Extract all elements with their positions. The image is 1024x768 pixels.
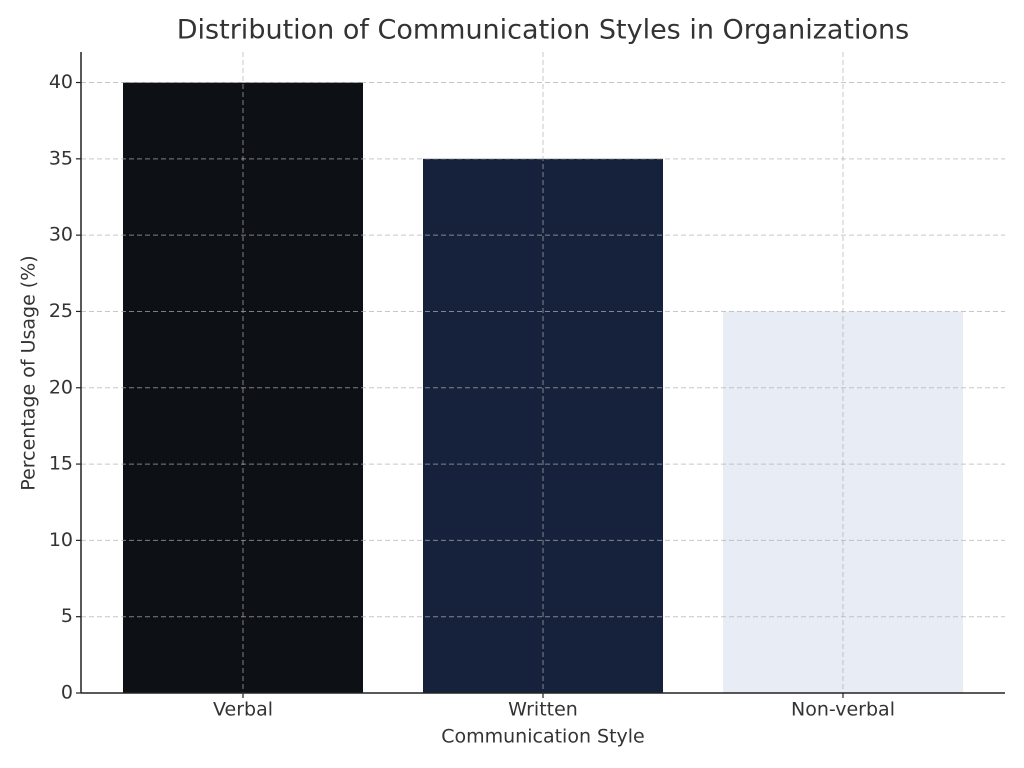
x-tick-label: Verbal bbox=[213, 699, 273, 721]
y-tick-label: 30 bbox=[49, 224, 73, 246]
y-tick-label: 25 bbox=[49, 300, 73, 322]
x-tick-label: Written bbox=[508, 699, 578, 721]
y-tick-label: 10 bbox=[49, 529, 73, 551]
y-tick-label: 40 bbox=[49, 71, 73, 93]
y-tick-label: 35 bbox=[49, 147, 73, 169]
y-axis-label: Percentage of Usage (%) bbox=[18, 255, 40, 490]
y-tick-label: 15 bbox=[49, 453, 73, 475]
y-tick-label: 0 bbox=[61, 682, 73, 704]
y-tick-label: 20 bbox=[49, 376, 73, 398]
y-tick-label: 5 bbox=[61, 605, 73, 627]
x-axis-label: Communication Style bbox=[441, 726, 645, 748]
x-tick-label: Non-verbal bbox=[791, 699, 895, 721]
chart-title: Distribution of Communication Styles in … bbox=[177, 15, 909, 46]
